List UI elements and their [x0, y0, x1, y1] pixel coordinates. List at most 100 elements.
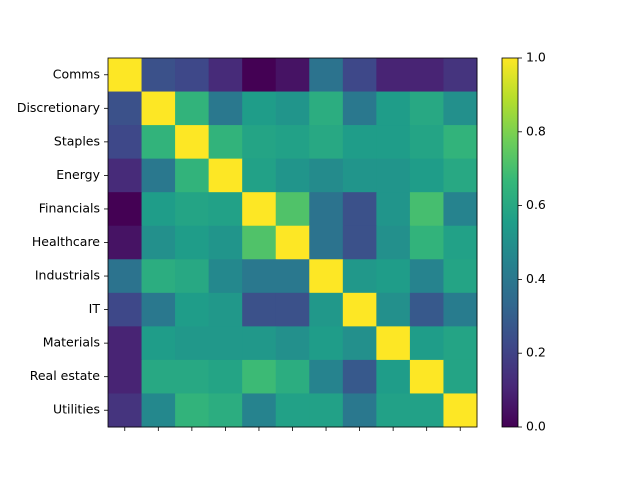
heatmap-cell: [175, 158, 210, 193]
heatmap-cell: [409, 326, 444, 361]
heatmap-cell: [443, 326, 478, 361]
heatmap-cell: [376, 393, 411, 428]
heatmap-cell: [242, 259, 277, 294]
heatmap-cell: [175, 292, 210, 327]
y-tick-label: Financials: [39, 200, 100, 215]
heatmap-cell: [275, 125, 310, 160]
heatmap-cell: [309, 91, 344, 126]
heatmap-cell: [342, 326, 377, 361]
heatmap-cell: [242, 158, 277, 193]
heatmap-cell: [409, 292, 444, 327]
heatmap-cell: [108, 326, 143, 361]
y-tick-label: Industrials: [35, 268, 100, 283]
heatmap-cell: [208, 158, 243, 193]
heatmap-cell: [242, 292, 277, 327]
heatmap-cell: [342, 158, 377, 193]
heatmap-cell: [108, 393, 143, 428]
heatmap-cell: [208, 259, 243, 294]
y-tick-label: Comms: [53, 66, 100, 81]
heatmap-cell: [376, 326, 411, 361]
heatmap-cell: [342, 58, 377, 93]
heatmap-cell: [141, 292, 176, 327]
heatmap-cell: [409, 58, 444, 93]
colorbar-tick-label: 1.0: [526, 50, 546, 65]
heatmap-cell: [409, 192, 444, 227]
heatmap-cell: [275, 58, 310, 93]
heatmap-cell: [108, 158, 143, 193]
heatmap-cell: [208, 359, 243, 394]
heatmap-cell: [108, 91, 143, 126]
heatmap-cell: [342, 192, 377, 227]
heatmap-cell: [409, 225, 444, 260]
heatmap-cell: [309, 158, 344, 193]
y-tick-label: Healthcare: [32, 234, 100, 249]
heatmap-cell: [309, 58, 344, 93]
heatmap-cell: [208, 58, 243, 93]
heatmap-cell: [108, 225, 143, 260]
heatmap-cell: [175, 326, 210, 361]
heatmap-cell: [409, 393, 444, 428]
heatmap-cell: [141, 259, 176, 294]
y-tick-label: Staples: [54, 133, 100, 148]
heatmap-cell: [443, 292, 478, 327]
heatmap-cell: [275, 326, 310, 361]
heatmap-cell: [141, 393, 176, 428]
heatmap-cell: [409, 91, 444, 126]
heatmap-cell: [242, 91, 277, 126]
colorbar-tick-label: 0.2: [526, 345, 546, 360]
colorbar-tick-label: 0.6: [526, 197, 546, 212]
heatmap-cell: [309, 225, 344, 260]
heatmap-cell: [443, 125, 478, 160]
heatmap-cell: [108, 192, 143, 227]
heatmap-cell: [208, 125, 243, 160]
heatmap-cell: [242, 326, 277, 361]
heatmap-cell: [342, 393, 377, 428]
heatmap-cell: [275, 393, 310, 428]
y-tick-label: Real estate: [30, 368, 101, 383]
heatmap-cell: [275, 359, 310, 394]
heatmap-cell: [409, 158, 444, 193]
heatmap-cell: [376, 192, 411, 227]
y-tick-label: Utilities: [53, 402, 100, 417]
heatmap-cell: [175, 225, 210, 260]
heatmap-cell: [108, 259, 143, 294]
heatmap-cell: [208, 225, 243, 260]
heatmap-cell: [242, 192, 277, 227]
heatmap-cell: [309, 259, 344, 294]
y-tick-label: Energy: [56, 167, 100, 182]
heatmap-cell: [275, 292, 310, 327]
heatmap-cell: [342, 259, 377, 294]
heatmap-cell: [309, 125, 344, 160]
y-tick-label: Discretionary: [17, 100, 101, 115]
heatmap-cell: [208, 326, 243, 361]
heatmap-cell: [242, 58, 277, 93]
heatmap-cell: [409, 259, 444, 294]
heatmap-cell: [208, 393, 243, 428]
heatmap-cell: [175, 359, 210, 394]
heatmap-cell: [175, 192, 210, 227]
colorbar: [501, 57, 519, 428]
y-tick-label: IT: [89, 301, 101, 316]
heatmap-cell: [376, 58, 411, 93]
heatmap-cell: [443, 259, 478, 294]
heatmap-cell: [443, 58, 478, 93]
heatmap-cell: [309, 393, 344, 428]
heatmap-cell: [443, 359, 478, 394]
heatmap-cell: [376, 125, 411, 160]
heatmap-cell: [309, 326, 344, 361]
heatmap-cell: [409, 359, 444, 394]
heatmap-cell: [342, 91, 377, 126]
colorbar-tick-label: 0.0: [526, 419, 546, 434]
heatmap-cell: [108, 58, 143, 93]
heatmap-cell: [141, 158, 176, 193]
heatmap-cell: [175, 91, 210, 126]
heatmap-cell: [342, 125, 377, 160]
colorbar-tick-label: 0.4: [526, 271, 546, 286]
y-tick-label: Materials: [43, 335, 100, 350]
heatmap-cell: [342, 225, 377, 260]
heatmap-cell: [108, 125, 143, 160]
heatmap-cell: [376, 292, 411, 327]
heatmap-cell: [208, 91, 243, 126]
heatmap-cell: [141, 91, 176, 126]
